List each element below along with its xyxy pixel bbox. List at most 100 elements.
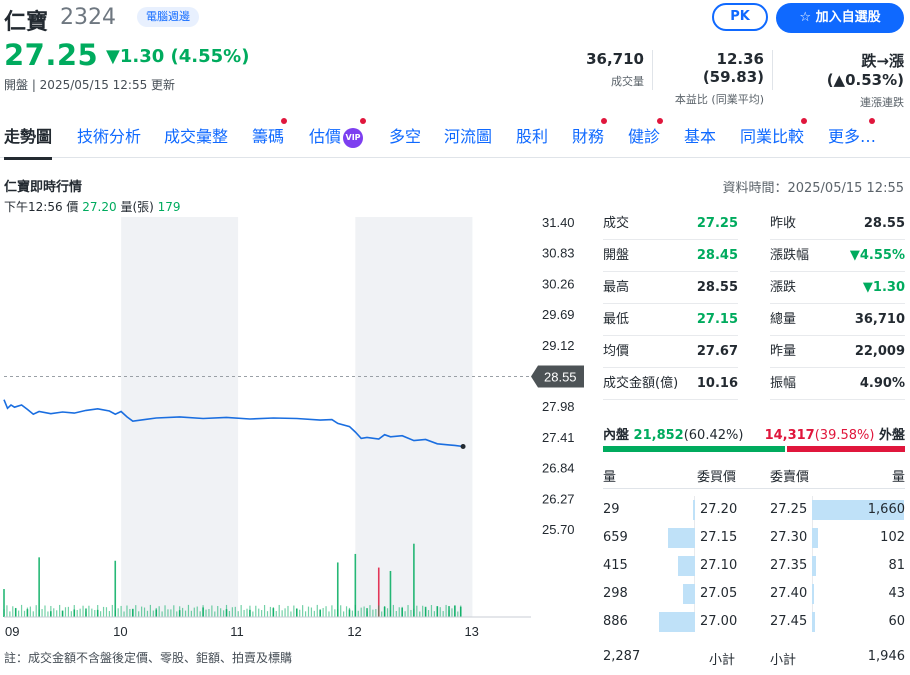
update-meta: 開盤 | 2025/05/15 12:55 更新: [4, 78, 176, 92]
volume-bar: [117, 608, 119, 617]
volume-bar: [6, 605, 8, 617]
volume-bar: [378, 605, 380, 617]
volume-bar: [123, 611, 125, 617]
volume-bar: [167, 609, 169, 617]
volume-bar: [407, 605, 409, 617]
bid-qty: 298: [603, 586, 628, 601]
tab-more[interactable]: 更多…: [828, 127, 877, 146]
tab-technical[interactable]: 技術分析: [77, 127, 142, 146]
tab-trend[interactable]: 走勢圖: [4, 123, 53, 160]
volume-bar: [290, 611, 292, 617]
volume-bar: [111, 604, 113, 617]
volume-bar: [395, 610, 397, 617]
hour-band: [4, 217, 122, 617]
new-dot: [801, 118, 807, 124]
tick-price-label: 價: [66, 200, 79, 214]
industry-badge[interactable]: 電腦週邊: [137, 7, 199, 27]
tab-financials[interactable]: 財務: [572, 127, 605, 146]
quote-label: 均價: [603, 344, 630, 359]
volume-bar: [293, 605, 295, 617]
stat-streak-label: 連漲連跌: [860, 96, 904, 109]
tab-long-short[interactable]: 多空: [389, 127, 422, 146]
tab-trade-summary[interactable]: 成交彙整: [164, 127, 229, 146]
hour-band: [472, 217, 531, 617]
tab-valuation[interactable]: 估價 VIP: [309, 123, 364, 148]
stat-volume-value: 36,710: [586, 50, 644, 68]
add-watchlist-button[interactable]: ☆ 加入自選股: [776, 3, 904, 33]
bid-price: 27.15: [700, 530, 738, 545]
ask-depth-bar: [812, 556, 816, 576]
tab-health-check[interactable]: 健診: [628, 127, 661, 146]
quote-value: 27.25: [696, 216, 738, 231]
ask-price: 27.25: [770, 502, 808, 517]
volume-bar: [246, 608, 248, 617]
ask-depth-bar: [812, 612, 815, 632]
footnote: 註：成交金額不含盤後定價、零股、鉅額、拍賣及標購: [4, 651, 293, 665]
volume-bar: [59, 604, 61, 617]
volume-bar: [61, 611, 64, 617]
volume-bar: [120, 605, 122, 617]
outer-volume: 14,317(39.58%) 外盤: [765, 424, 905, 443]
y-tick-label: 30.83: [542, 246, 575, 261]
quote-cell: 開盤 28.45: [603, 240, 738, 272]
tab-basic[interactable]: 基本: [684, 127, 717, 146]
volume-bar: [389, 570, 392, 617]
volume-bar: [340, 605, 342, 617]
volume-bar: [284, 608, 286, 617]
ask-price: 27.40: [770, 586, 808, 601]
y-tick-label: 29.12: [542, 338, 575, 353]
current-price: 27.25: [4, 38, 99, 72]
intraday-chart[interactable]: 28.55 31.40 30.83 30.26 29.69 29.12 27.98 27.4…: [0, 213, 590, 643]
volume-bar: [266, 611, 269, 617]
quote-row: 最高 28.55 漲跌 ▼1.30: [603, 272, 905, 304]
volume-bar: [170, 609, 172, 617]
pk-button[interactable]: PK: [712, 3, 768, 31]
y-tick-label: 26.84: [542, 461, 575, 476]
volume-bar: [3, 609, 5, 617]
quote-value: 27.15: [696, 312, 738, 327]
quote-value: 27.67: [696, 344, 738, 359]
quote-value: 28.55: [863, 216, 905, 231]
volume-bar: [398, 607, 400, 617]
volume-bar: [430, 605, 433, 617]
volume-bar: [97, 605, 99, 617]
volume-bar: [225, 604, 228, 617]
header-ask-qty: 量: [891, 470, 905, 485]
header-bid-price: 委買價: [697, 470, 737, 485]
volume-bar: [237, 611, 239, 617]
volume-bar: [334, 609, 336, 617]
volume-bar: [79, 608, 81, 617]
price-line: [3, 399, 464, 448]
volume-bar: [217, 605, 219, 617]
volume-bar: [234, 606, 236, 617]
quote-cell: 均價 27.67: [603, 336, 738, 368]
volume-bar: [386, 608, 389, 617]
quote-header: 仁寶 2324 電腦週邊 PK ☆ 加入自選股 27.25 ▼1.30 (4.5…: [0, 0, 910, 109]
volume-bar: [220, 608, 222, 617]
volume-bar: [149, 604, 151, 617]
volume-bar: [413, 543, 415, 617]
volume-bar: [15, 607, 17, 617]
volume-bar: [190, 610, 192, 617]
tab-peer-compare[interactable]: 同業比較: [740, 127, 805, 146]
hour-band: [238, 217, 356, 617]
tab-dividend[interactable]: 股利: [516, 127, 549, 146]
header-ask-price: 委賣價: [770, 470, 810, 485]
volume-bar: [258, 608, 260, 617]
volume-bar: [272, 607, 274, 617]
y-tick-label: 26.27: [542, 491, 575, 506]
ask-depth-bar: [812, 584, 814, 604]
order-book-divider: [603, 488, 905, 489]
bid-depth-bar: [683, 584, 695, 604]
volume-bar: [3, 589, 5, 617]
volume-bar: [44, 605, 46, 617]
y-tick-label: 29.69: [542, 307, 575, 322]
y-tick-label: 30.26: [542, 276, 575, 291]
tab-chips[interactable]: 籌碼: [252, 127, 285, 146]
volume-bar: [102, 606, 105, 617]
volume-bar: [357, 610, 359, 617]
volume-bar: [38, 609, 40, 617]
tab-river-chart[interactable]: 河流圖: [444, 127, 493, 146]
new-dot: [869, 118, 875, 124]
stat-pe-label: 本益比 (同業平均): [674, 93, 764, 106]
